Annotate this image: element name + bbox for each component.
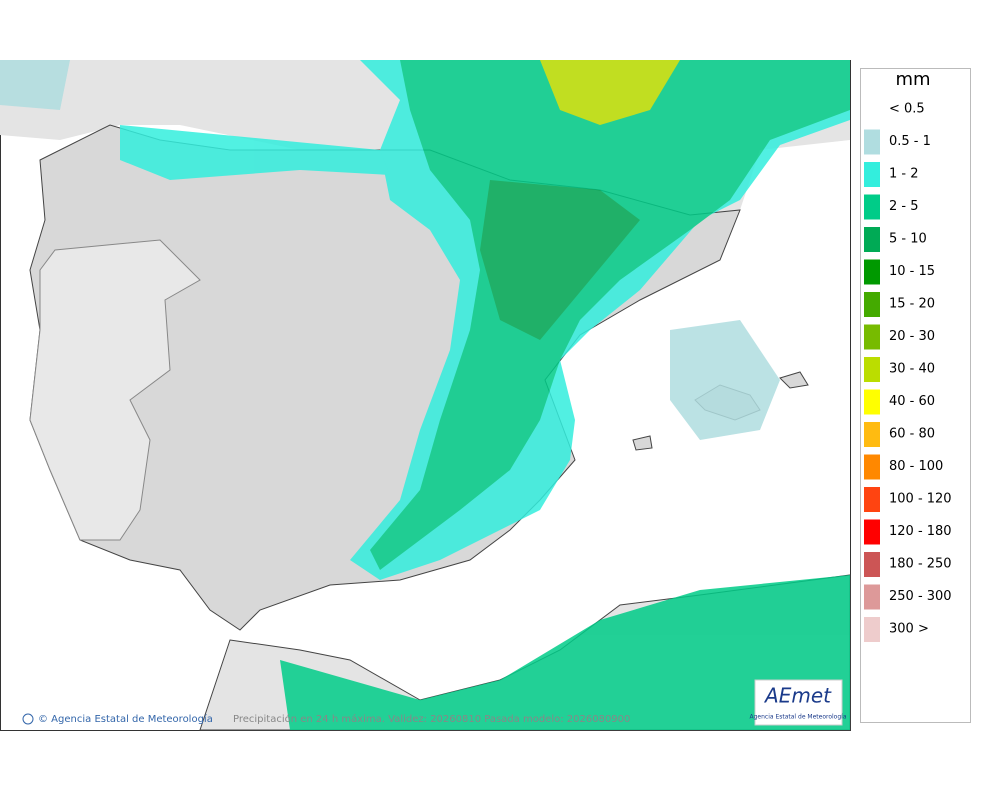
legend-label: 10 - 15 xyxy=(889,264,935,279)
legend-label: 100 - 120 xyxy=(889,492,952,507)
legend-label: 80 - 100 xyxy=(889,459,943,474)
logo-box xyxy=(754,679,843,726)
legend-swatch xyxy=(864,422,880,447)
legend-label: 180 - 250 xyxy=(889,557,952,572)
legend-label: 40 - 60 xyxy=(889,394,935,409)
legend-swatch xyxy=(864,584,880,610)
precip-area xyxy=(280,575,850,730)
legend-swatch xyxy=(864,487,880,512)
legend-swatch xyxy=(864,162,880,187)
legend-swatch xyxy=(864,552,880,577)
legend-swatch xyxy=(864,519,880,545)
legend-label: 0.5 - 1 xyxy=(889,134,931,149)
legend-label: 15 - 20 xyxy=(889,297,935,312)
footer-caption: Precipitación en 24 h máxima. Validez: 2… xyxy=(233,713,630,725)
legend-label: 5 - 10 xyxy=(889,232,927,247)
copyright-icon xyxy=(22,713,34,725)
precip-area xyxy=(480,180,640,340)
legend-swatch xyxy=(864,97,880,122)
legend-label: 20 - 30 xyxy=(889,329,935,344)
legend-swatch xyxy=(864,259,880,285)
legend-label: 300 > xyxy=(889,622,929,637)
legend-label: 2 - 5 xyxy=(889,199,919,214)
legend-label: 1 - 2 xyxy=(889,167,919,182)
legend-swatch xyxy=(864,129,880,155)
legend-label: 30 - 40 xyxy=(889,362,935,377)
legend-swatch xyxy=(864,324,880,350)
precip-area xyxy=(670,320,780,440)
island xyxy=(632,435,653,451)
logo: AEmet xyxy=(763,684,832,708)
legend: mm < 0.5 0.5 - 1 1 - 2 2 - 5 5 - 10 10 - 15 15… xyxy=(860,68,971,723)
legend-label: 250 - 300 xyxy=(889,589,952,604)
precipitation xyxy=(0,60,850,730)
legend-swatch xyxy=(864,389,880,415)
legend-swatch xyxy=(864,454,880,480)
legend-label: 120 - 180 xyxy=(889,524,952,539)
legend-swatch xyxy=(864,227,880,252)
land-portugal xyxy=(29,239,201,541)
legend-title: mm xyxy=(895,69,930,90)
island xyxy=(779,371,809,389)
legend-swatch xyxy=(864,292,880,317)
footer-credit: © Agencia Estatal de Meteorología xyxy=(38,713,213,725)
precip-area xyxy=(0,60,70,110)
legend-label: 60 - 80 xyxy=(889,427,935,442)
precip-area xyxy=(120,125,390,180)
logo-subtitle: Agencia Estatal de Meteorología xyxy=(750,714,847,721)
legend-label: < 0.5 xyxy=(889,102,925,117)
legend-swatch xyxy=(864,357,880,382)
legend-swatch xyxy=(864,617,880,642)
map: © Agencia Estatal de Meteorología Precip… xyxy=(0,60,851,731)
precip-area xyxy=(540,60,680,125)
legend-swatch xyxy=(864,194,880,220)
